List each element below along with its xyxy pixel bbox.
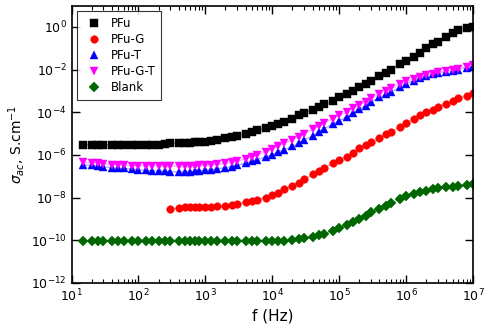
PFu-T [470,64,476,68]
Blank [80,239,86,243]
Line: PFu-G: PFu-G [167,89,477,213]
PFu-T [168,170,173,174]
PFu-G [450,99,456,103]
PFu-G [376,136,382,140]
PFu-G [274,190,280,194]
PFu-G-T [208,163,214,167]
PFu-G [411,117,416,121]
PFu-G [208,205,214,209]
PFu-G [168,207,173,211]
Y-axis label: $\sigma_{ac}$, S.cm$^{-1}$: $\sigma_{ac}$, S.cm$^{-1}$ [5,105,26,184]
PFu-G [396,125,402,129]
Blank [470,182,476,186]
PFu-G-T [129,164,135,168]
PFu-G [470,91,476,95]
Blank [182,239,188,243]
X-axis label: f (Hz): f (Hz) [251,309,293,323]
PFu-G-T [156,164,162,168]
PFu-G [388,130,394,134]
Line: PFu: PFu [79,23,477,148]
PFu-G [423,110,429,114]
PFu-G [176,206,182,210]
PFu-G [263,195,269,199]
Line: Blank: Blank [80,181,476,244]
PFu-G [356,146,362,150]
PFu-G [368,140,374,144]
PFu-G [234,202,240,206]
PFu-G [435,105,441,109]
PFu [321,103,327,107]
PFu-G [270,193,275,197]
PFu-T [80,163,86,166]
PFu [149,143,155,147]
PFu-G [301,178,307,182]
PFu-G [249,199,255,203]
PFu-G [344,155,350,159]
Blank [202,239,208,243]
PFu-G-T [330,117,336,121]
PFu-G-T [80,160,86,164]
PFu-G [383,133,389,137]
PFu [470,25,476,29]
PFu-G [363,143,369,147]
PFu-G [350,151,356,155]
PFu [208,139,214,143]
Blank [208,239,214,243]
Line: PFu-G-T: PFu-G-T [79,62,477,170]
PFu-G-T [196,164,202,167]
PFu-G [196,205,202,209]
PFu-T [330,122,336,126]
PFu-G [417,114,423,117]
PFu-T [149,169,155,173]
PFu-G [330,161,336,165]
PFu-G [254,198,260,202]
PFu-G [443,102,449,106]
PFu-G [403,121,409,125]
PFu [80,143,86,147]
PFu-G [222,204,228,208]
PFu-G-T [470,63,476,67]
PFu-G [310,172,316,176]
PFu [192,140,198,144]
PFu [182,141,188,145]
Line: PFu-T: PFu-T [79,62,477,176]
PFu-G [214,205,220,209]
PFu-T [208,168,214,172]
PFu [202,140,208,144]
PFu-G [455,96,461,100]
PFu-G [464,94,469,98]
Blank [321,232,327,236]
PFu-G-T [214,162,220,166]
Blank [149,239,155,243]
PFu-T [214,167,220,171]
PFu-G [321,166,327,170]
Legend: PFu, PFu-G, PFu-T, PFu-G-T, Blank: PFu, PFu-G, PFu-T, PFu-G-T, Blank [77,12,161,100]
PFu-G [243,200,248,204]
PFu-T [196,169,202,173]
PFu-G [336,158,342,162]
PFu-G [182,205,188,209]
PFu-G [281,187,287,191]
PFu-G [229,203,235,207]
PFu-G-T [188,164,194,168]
PFu-G [430,108,436,112]
PFu-G [202,205,208,209]
PFu-G [296,181,302,185]
PFu-G [316,169,322,173]
PFu-G [290,184,295,188]
PFu-G [188,205,194,209]
Blank [192,239,198,243]
PFu-T [188,169,194,173]
PFu-G [192,205,198,209]
